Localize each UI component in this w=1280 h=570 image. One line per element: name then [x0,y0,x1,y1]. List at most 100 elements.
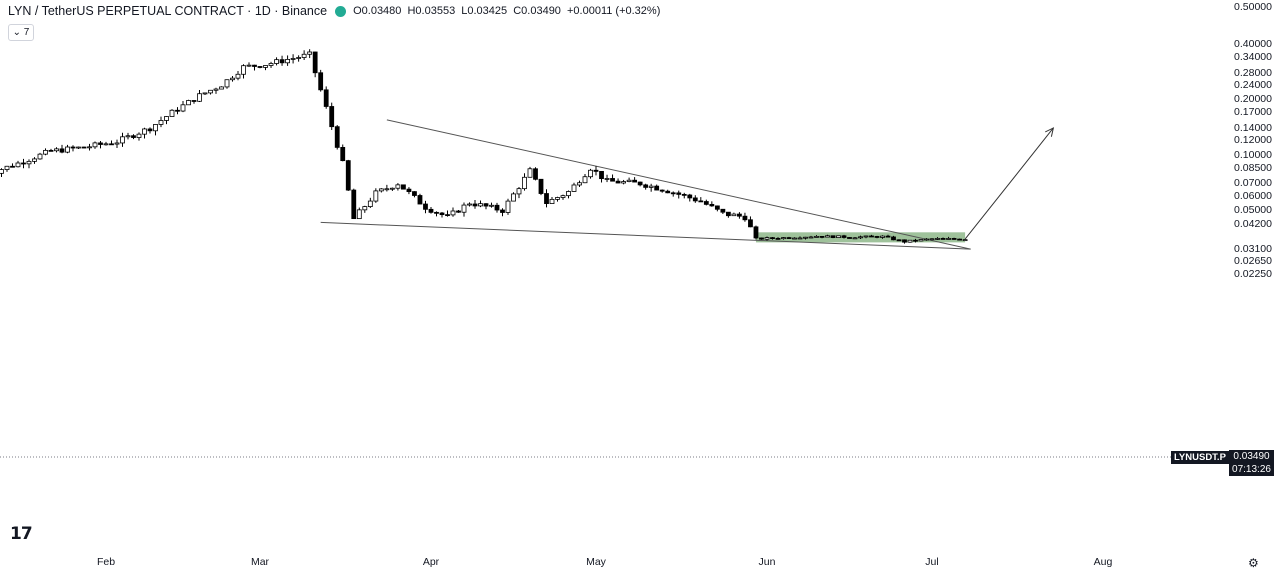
price-tick-label: 0.28000 [1234,66,1272,79]
candle-body [461,204,467,213]
candle-body [340,146,346,162]
candle-body [533,168,538,180]
candle-body [891,236,896,241]
price-tick-label: 0.02250 [1234,268,1272,281]
tradingview-logo-icon[interactable]: 17 [10,524,33,544]
candle-body [560,195,566,198]
candle-body [37,153,43,160]
candle-body [32,158,37,162]
candle-body [830,235,836,239]
candle-body [318,72,324,91]
candle-body [792,237,797,240]
candle-body [439,212,445,216]
candle-body [268,63,274,66]
candle-body [621,181,626,184]
candle-body [725,211,731,217]
candle-body [186,100,191,106]
candle-body [858,236,863,239]
candle-body [389,187,395,190]
lower-trendline [320,221,971,250]
symbol-price-label: LYNUSDT.P [1171,451,1229,464]
settings-gear-icon[interactable]: ⚙ [1248,556,1259,570]
candle-body [643,184,649,188]
candle-body [582,176,588,184]
candle-body [670,192,676,195]
candle-body [4,165,10,170]
candle-body [153,124,158,132]
candle-body [356,209,362,220]
candle-body [665,190,671,194]
candle-body [15,162,21,168]
candle-body [714,205,720,210]
candle-body [26,160,32,165]
candle-body [230,77,235,81]
candle-body [213,88,219,91]
candle-body [98,142,103,145]
time-tick-label: May [586,556,606,568]
symbol-title[interactable]: LYN / TetherUS PERPETUAL CONTRACT · 1D ·… [8,4,328,18]
candle-body [252,64,257,67]
candle-body [940,238,946,240]
price-tick-label: 0.07000 [1234,177,1272,190]
candle-body [731,213,737,217]
candle-body [329,106,335,128]
candle-body [147,128,153,132]
time-tick-label: Feb [96,556,116,568]
candle-body [345,160,351,191]
candle-body [263,65,268,68]
candle-body [136,133,142,138]
candle-body [323,89,329,107]
candle-body [615,180,621,184]
candle-body [472,203,478,207]
open-value: O0.03480 [353,5,402,17]
candle-body [21,162,26,165]
candle-body [797,237,803,240]
candle-body [692,197,698,202]
candle-body [951,238,957,240]
candle-body [527,168,533,178]
candle-body [781,237,786,240]
candle-body [946,238,951,240]
chart-header: LYN / TetherUS PERPETUAL CONTRACT · 1D ·… [8,4,663,18]
candle-body [825,235,830,238]
candle-body [109,143,114,146]
candle-body [676,192,682,195]
time-tick-label: Aug [1093,556,1113,568]
price-tick-label: 0.04200 [1234,218,1272,231]
candle-body [65,146,70,153]
candle-body [814,235,819,238]
candle-body [120,136,125,144]
candle-body [219,86,224,90]
candle-body [852,237,858,240]
candle-body [351,189,357,220]
candle-body [81,146,87,149]
last-price-badge: 0.03490 07:13:26 [1229,450,1274,476]
candle-body [924,238,929,241]
candle-body [241,65,246,75]
candle-body [10,165,15,168]
candle-body [180,104,186,112]
candle-body [489,204,494,207]
indicator-toggle-button[interactable]: ⌄ 7 [8,24,34,41]
candle-body [538,178,544,194]
candle-body [808,236,814,239]
candle-body [632,179,638,183]
candle-body [307,51,313,55]
candle-body [395,184,401,189]
candle-body [197,93,202,102]
candle-body [274,59,279,64]
price-tick-label: 0.03100 [1234,242,1272,255]
candle-body [59,148,65,153]
candle-body [290,58,296,60]
candle-body [114,142,120,145]
candle-body [571,184,577,192]
candle-body [450,210,456,216]
candle-body [87,146,92,149]
price-tick-label: 0.12000 [1234,134,1272,147]
candle-body [577,182,582,186]
candle-body [907,239,913,243]
candle-body [935,238,940,240]
candle-body [500,209,505,213]
change-value: +0.00011 (+0.32%) [567,5,661,17]
